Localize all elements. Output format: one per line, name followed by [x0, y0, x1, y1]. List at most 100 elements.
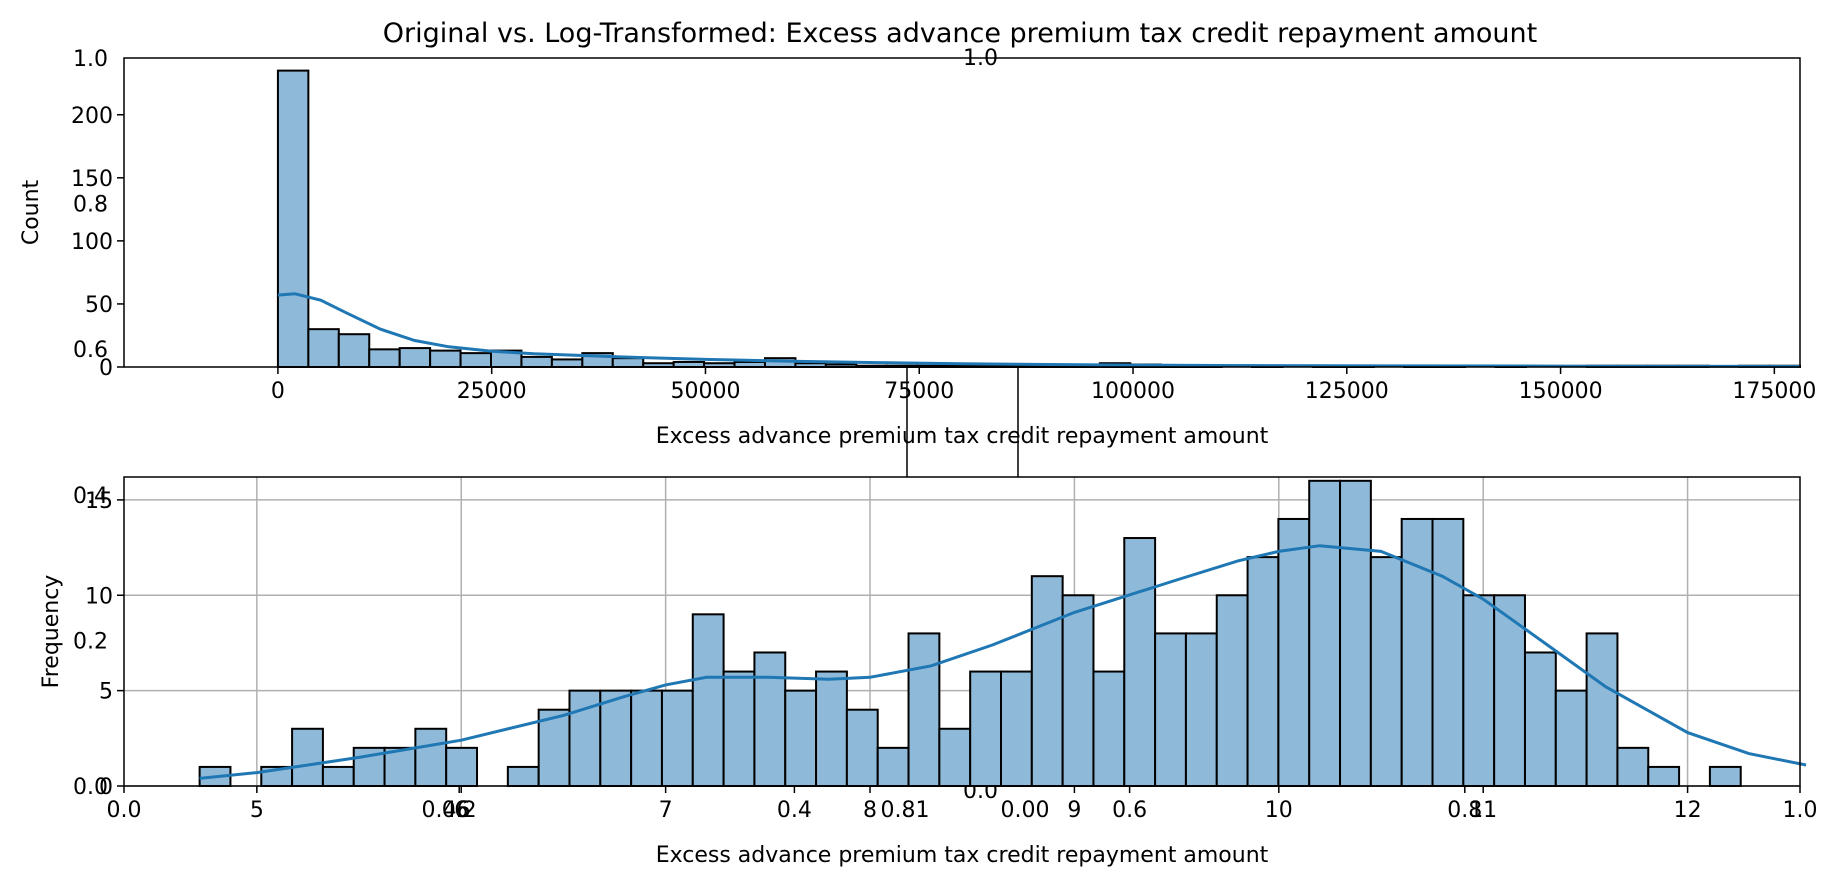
bottom-axes-frame: [123, 476, 1801, 787]
bottom-x-axis-label: Excess advance premium tax credit repaym…: [656, 843, 1269, 868]
histogram-bar: [459, 352, 493, 368]
top-y-ticks: 0 50 100 150 200: [71, 104, 124, 381]
histogram-bar: [276, 69, 310, 368]
histogram-bar: [1647, 765, 1681, 787]
histogram-bar: [1061, 594, 1095, 788]
x-tick-label: 50000: [670, 379, 740, 404]
background-x-tick-label: 1.0: [1783, 798, 1818, 823]
histogram-bar: [307, 328, 340, 369]
histogram-bar: [845, 708, 879, 787]
histogram-bar: [337, 333, 371, 368]
x-tick-label: 10: [1265, 798, 1293, 823]
top-axes-frame: [123, 57, 1801, 368]
bottom-y-axis-label: Frequency: [39, 575, 64, 689]
histogram-bar: [1092, 670, 1126, 787]
x-tick-label: 12: [1674, 798, 1702, 823]
histogram-bar: [660, 689, 694, 788]
x-tick-label: 5: [250, 798, 264, 823]
histogram-bar: [784, 689, 818, 788]
x-tick-label: 100000: [1091, 379, 1175, 404]
background-y-tick-label: 0.0: [73, 775, 108, 800]
x-tick-label: 150000: [1519, 379, 1603, 404]
histogram-bar: [691, 613, 725, 787]
histogram-bar: [938, 727, 972, 787]
top-kde-curve: [277, 292, 1801, 368]
histogram-bar: [1523, 651, 1557, 788]
histogram-bar: [520, 355, 553, 369]
x-tick-label: 0: [271, 379, 285, 404]
y-tick-label: 10: [85, 584, 113, 609]
histogram-bar: [1123, 537, 1157, 788]
histogram-bar: [630, 689, 663, 788]
background-x-tick-label: 0.8: [1447, 798, 1482, 823]
histogram-bar: [1246, 556, 1280, 787]
histogram-bar: [1215, 594, 1249, 788]
histogram-bar: [1616, 746, 1650, 788]
background-x-tick-label: 0.4: [777, 798, 812, 823]
histogram-bar: [999, 670, 1033, 787]
histogram-bar: [1277, 517, 1311, 787]
histogram-bar: [429, 349, 462, 369]
histogram-bar: [1400, 517, 1434, 787]
histogram-bar: [907, 632, 941, 787]
background-y-tick-label: 0.8: [73, 193, 108, 218]
top-histogram-panel: 0 25000 50000 75000 100000 125000 150000 175000…: [19, 57, 1816, 449]
histogram-bar: [1585, 632, 1619, 787]
histogram-bar: [1708, 765, 1742, 787]
histogram-bar: [1431, 517, 1465, 787]
histogram-bar: [969, 670, 1002, 787]
x-tick-label: 6: [454, 798, 468, 823]
histogram-bar: [1339, 479, 1372, 787]
histogram-bar: [1308, 479, 1342, 787]
histogram-bar: [398, 347, 432, 369]
x-tick-label: 175000: [1732, 379, 1816, 404]
histogram-bar: [1554, 689, 1588, 788]
x-tick-label: 8: [863, 798, 877, 823]
background-y-tick-label: 0.6: [73, 338, 108, 363]
top-x-axis-label: Excess advance premium tax credit repaym…: [656, 424, 1269, 449]
middle-axes-x-tick-label: 0.00: [1001, 798, 1050, 823]
x-tick-label: 11: [1469, 798, 1497, 823]
bottom-y-ticks: 0 5 10 15: [85, 489, 124, 800]
histogram-bar: [753, 651, 787, 788]
histogram-bar: [1030, 575, 1064, 787]
histogram-bar: [722, 670, 756, 787]
histogram-bar: [1462, 594, 1496, 788]
histogram-bar: [414, 727, 448, 787]
top-x-ticks: 0 25000 50000 75000 100000 125000 150000 175000: [271, 367, 1816, 404]
histogram-bar: [733, 360, 766, 369]
histogram-bar: [815, 670, 848, 787]
histogram-bar: [506, 765, 540, 787]
y-tick-label: 150: [71, 167, 113, 192]
x-tick-label: 25000: [457, 379, 527, 404]
x-tick-label: 125000: [1305, 379, 1389, 404]
histogram-bar: [1184, 632, 1218, 787]
histogram-bar: [537, 708, 571, 787]
histogram-bar: [599, 689, 633, 788]
bottom-x-ticks: 5 6 7 8 9 10 11 12: [250, 786, 1702, 823]
background-y-tick-label: 1.0: [73, 47, 108, 72]
background-tick-labels: 0.0 0.2 0.4 0.6 0.8 1.0 0.0 0.2 0.4 0.6 0.8 1.0: [73, 47, 1818, 823]
middle-axes-x-tick-label: 0.46: [422, 798, 471, 823]
background-x-tick-label: 0.0: [107, 798, 142, 823]
x-tick-label: 9: [1067, 798, 1081, 823]
histogram-bar: [368, 348, 401, 369]
y-tick-label: 200: [71, 104, 113, 129]
bottom-kde-curve: [199, 544, 1807, 780]
figure-title: Original vs. Log-Transformed: Excess adv…: [383, 18, 1537, 49]
y-tick-label: 100: [71, 230, 113, 255]
top-y-axis-label: Count: [19, 179, 44, 245]
y-tick-label: 0: [99, 775, 113, 800]
background-x-tick-label: 0.6: [1112, 798, 1147, 823]
histogram-bar: [321, 765, 355, 787]
bottom-histogram-panel: 5 6 7 8 9 10 11 12 0 5 10 15 Excess advance premiu…: [39, 476, 1807, 868]
middle-axes-x-tick-label: 0.81: [881, 798, 930, 823]
background-x-tick-label: 0.2: [442, 798, 477, 823]
y-tick-label: 50: [85, 293, 113, 318]
histogram-bar: [611, 357, 645, 368]
histogram-bar: [445, 746, 479, 788]
histogram-bar: [1154, 632, 1187, 787]
bottom-histogram-bars: [198, 479, 1742, 788]
histogram-bar: [1369, 556, 1403, 787]
